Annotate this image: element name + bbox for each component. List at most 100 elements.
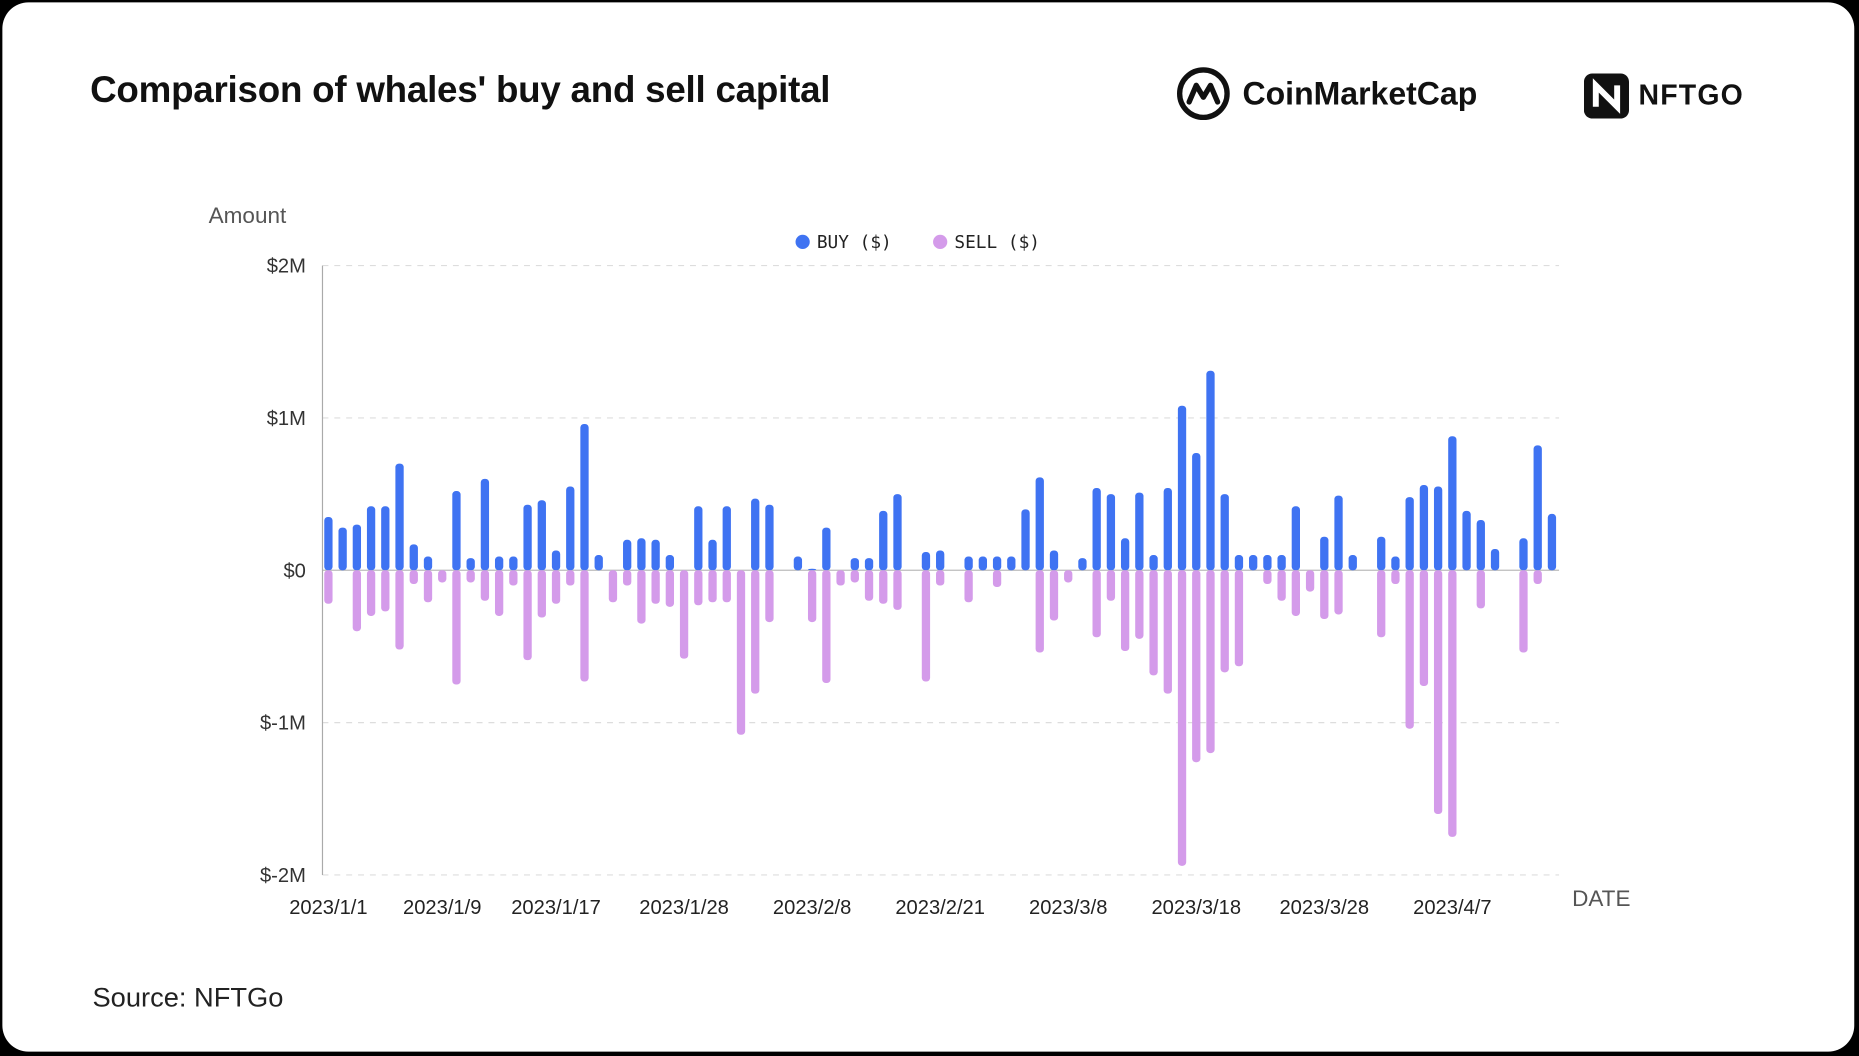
buy-bar[interactable] (324, 516, 333, 571)
buy-bar[interactable] (1533, 445, 1542, 571)
buy-bar[interactable] (566, 486, 575, 571)
buy-bar[interactable] (1490, 548, 1500, 571)
sell-bar[interactable] (1405, 570, 1414, 729)
sell-bar[interactable] (651, 570, 660, 604)
sell-bar[interactable] (708, 570, 717, 603)
sell-bar[interactable] (623, 570, 632, 586)
buy-bar[interactable] (793, 556, 803, 571)
buy-bar[interactable] (694, 506, 703, 571)
buy-bar[interactable] (1320, 536, 1329, 571)
sell-bar[interactable] (1135, 570, 1144, 639)
sell-bar[interactable] (964, 570, 973, 603)
buy-bar[interactable] (1277, 555, 1286, 571)
buy-bar[interactable] (1547, 513, 1557, 571)
buy-bar[interactable] (893, 494, 902, 571)
buy-bar[interactable] (338, 527, 347, 571)
sell-bar[interactable] (1106, 570, 1116, 601)
sell-bar[interactable] (1120, 570, 1130, 652)
sell-bar[interactable] (679, 570, 689, 659)
buy-bar[interactable] (651, 539, 660, 571)
buy-bar[interactable] (594, 555, 603, 571)
buy-bar[interactable] (1519, 538, 1528, 571)
buy-bar[interactable] (1149, 555, 1158, 571)
buy-bar[interactable] (1448, 436, 1457, 571)
buy-bar[interactable] (978, 556, 988, 571)
sell-bar[interactable] (1533, 570, 1542, 584)
buy-bar[interactable] (1120, 538, 1130, 571)
buy-bar[interactable] (1035, 477, 1044, 571)
sell-bar[interactable] (722, 570, 731, 603)
buy-bar[interactable] (480, 478, 490, 571)
buy-bar[interactable] (509, 556, 518, 571)
buy-bar[interactable] (751, 498, 760, 571)
buy-bar[interactable] (1021, 509, 1030, 571)
buy-bar[interactable] (1007, 556, 1016, 571)
sell-bar[interactable] (637, 570, 646, 624)
sell-bar[interactable] (1049, 570, 1059, 621)
buy-bar[interactable] (1419, 484, 1429, 571)
sell-bar[interactable] (807, 570, 817, 623)
buy-bar[interactable] (1049, 550, 1059, 571)
sell-bar[interactable] (1476, 570, 1485, 609)
sell-bar[interactable] (1064, 570, 1073, 583)
sell-bar[interactable] (509, 570, 518, 586)
buy-bar[interactable] (1476, 519, 1485, 571)
buy-bar[interactable] (1405, 497, 1414, 571)
buy-bar[interactable] (494, 556, 504, 571)
sell-bar[interactable] (324, 570, 333, 604)
sell-bar[interactable] (1263, 570, 1272, 584)
sell-bar[interactable] (1192, 570, 1201, 763)
buy-bar[interactable] (1348, 555, 1357, 571)
legend-sell-label[interactable]: SELL ($) (954, 232, 1040, 253)
buy-bar[interactable] (395, 463, 404, 571)
sell-bar[interactable] (494, 570, 504, 616)
buy-bar[interactable] (366, 506, 376, 571)
sell-bar[interactable] (1234, 570, 1244, 667)
buy-bar[interactable] (1433, 486, 1443, 571)
buy-bar[interactable] (580, 424, 589, 571)
sell-bar[interactable] (537, 570, 546, 618)
buy-bar[interactable] (537, 500, 546, 571)
buy-bar[interactable] (409, 544, 418, 571)
buy-bar[interactable] (1291, 506, 1300, 571)
buy-bar[interactable] (381, 506, 390, 571)
buy-bar[interactable] (964, 556, 973, 571)
buy-bar[interactable] (722, 506, 731, 571)
buy-bar[interactable] (807, 568, 817, 571)
buy-bar[interactable] (765, 504, 774, 571)
sell-bar[interactable] (395, 570, 404, 650)
sell-bar[interactable] (893, 570, 902, 610)
sell-bar[interactable] (1291, 570, 1300, 616)
sell-bar[interactable] (850, 570, 859, 583)
sell-bar[interactable] (352, 570, 362, 632)
sell-bar[interactable] (1277, 570, 1286, 601)
buy-bar[interactable] (423, 556, 433, 571)
sell-bar[interactable] (751, 570, 760, 694)
sell-bar[interactable] (366, 570, 376, 616)
buy-bar[interactable] (850, 558, 859, 571)
sell-bar[interactable] (608, 570, 618, 603)
sell-bar[interactable] (1305, 570, 1315, 592)
buy-bar[interactable] (1092, 488, 1101, 571)
sell-bar[interactable] (1320, 570, 1329, 620)
sell-bar[interactable] (1391, 570, 1400, 584)
buy-bar[interactable] (1135, 492, 1144, 571)
buy-bar[interactable] (1234, 555, 1244, 571)
sell-bar[interactable] (694, 570, 703, 606)
sell-bar[interactable] (438, 570, 447, 583)
buy-bar[interactable] (1078, 558, 1087, 571)
buy-bar[interactable] (822, 527, 831, 571)
buy-bar[interactable] (1249, 555, 1258, 571)
sell-bar[interactable] (1206, 570, 1215, 754)
sell-bar[interactable] (1149, 570, 1158, 676)
sell-bar[interactable] (1334, 570, 1343, 615)
buy-bar[interactable] (879, 510, 888, 571)
sell-bar[interactable] (1220, 570, 1229, 673)
sell-bar[interactable] (1419, 570, 1429, 687)
buy-bar[interactable] (1377, 536, 1386, 571)
sell-bar[interactable] (992, 570, 1002, 588)
sell-bar[interactable] (765, 570, 774, 623)
buy-bar[interactable] (1391, 556, 1400, 571)
buy-bar[interactable] (921, 551, 931, 571)
legend-buy-label[interactable]: BUY ($) (817, 232, 892, 253)
